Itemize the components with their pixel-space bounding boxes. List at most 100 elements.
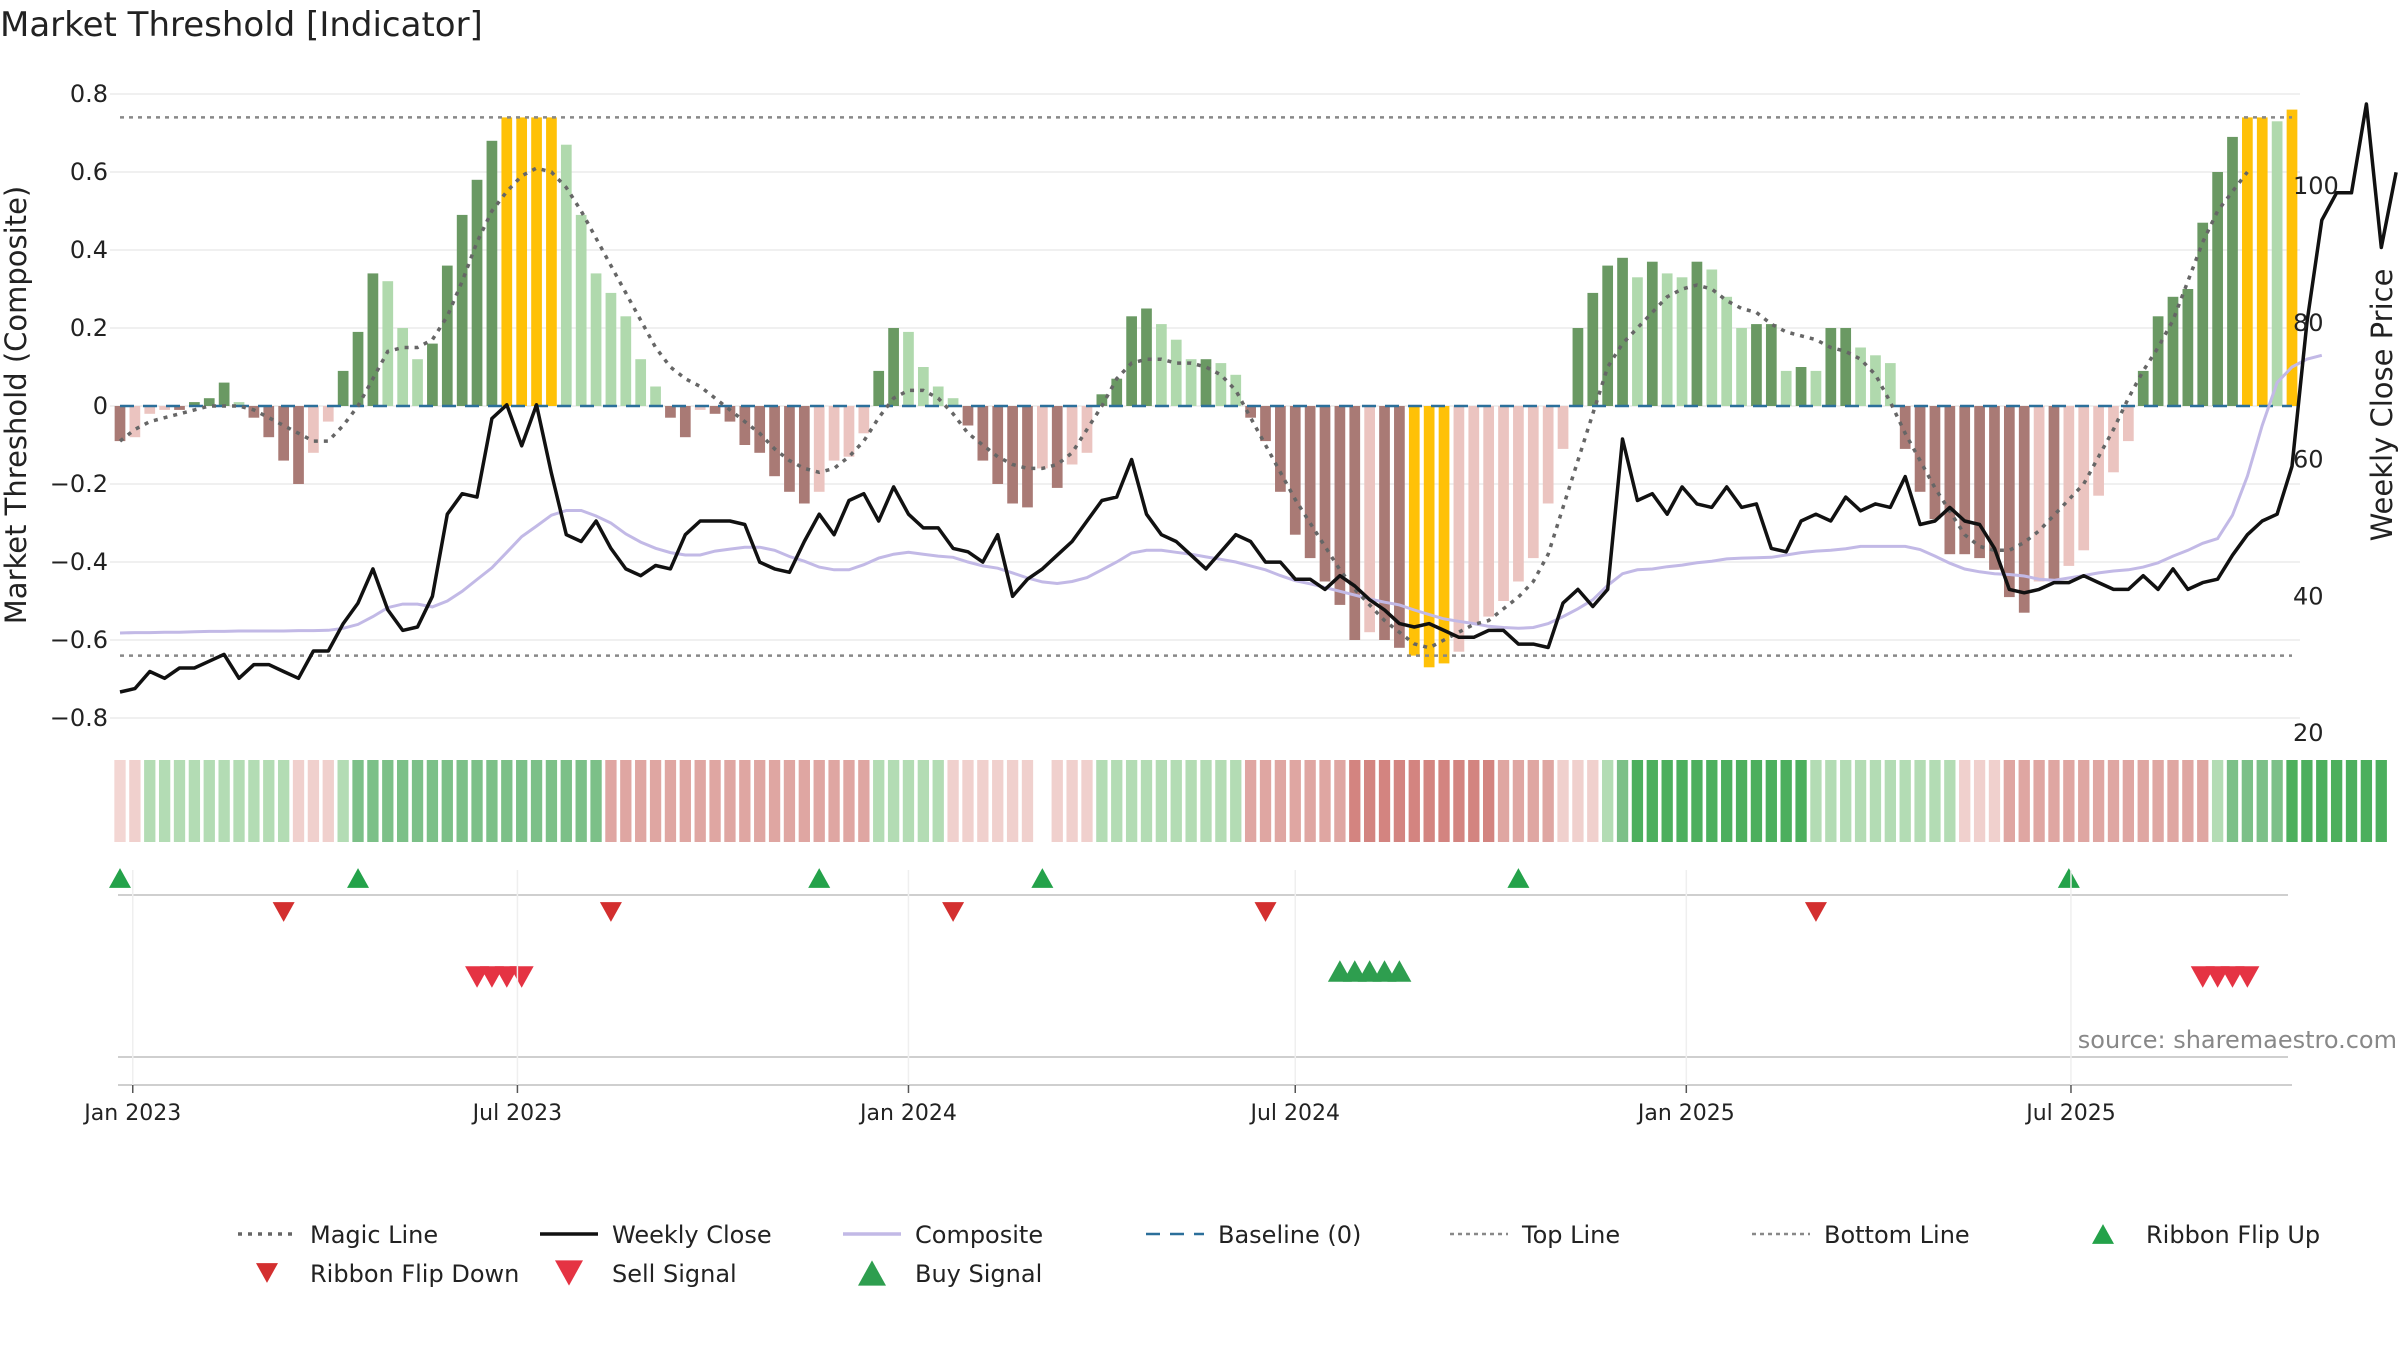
composite-bar — [1602, 265, 1614, 406]
composite-bar — [1364, 406, 1375, 633]
ribbon-cell — [2375, 760, 2387, 842]
composite-bar — [1944, 406, 1956, 555]
legend-item: Buy Signal — [858, 1260, 1042, 1288]
composite-bar — [1587, 292, 1599, 406]
composite-bar — [1408, 406, 1420, 656]
right-tick-label: 100 — [2293, 172, 2339, 200]
ribbon-cell — [263, 760, 275, 842]
ribbon-cell — [2063, 760, 2075, 842]
composite-bar — [2018, 406, 2030, 613]
ribbon-cell — [337, 760, 349, 842]
composite-bar — [129, 406, 141, 438]
legend-label: Magic Line — [310, 1221, 438, 1249]
legend: Magic Line Weekly Close Composite Baseline … — [238, 1221, 2320, 1288]
ribbon-cell — [2316, 760, 2328, 842]
ribbon-cell — [724, 760, 736, 842]
composite-bar — [1423, 406, 1435, 668]
composite-bar — [2093, 406, 2104, 496]
composite-bar — [2152, 316, 2164, 406]
ribbon-cell — [1408, 760, 1420, 842]
legend-label: Top Line — [1521, 1221, 1620, 1249]
ribbon-cell — [694, 760, 706, 842]
composite-bar — [977, 406, 989, 461]
composite-bar — [2108, 406, 2119, 473]
ribbon-cell — [1304, 760, 1316, 842]
composite-bar — [813, 406, 825, 492]
composite-bar — [382, 281, 394, 406]
ribbon-flip-down-marker — [599, 902, 622, 922]
composite-bar — [2003, 406, 2015, 598]
composite-bar — [1394, 406, 1405, 648]
ribbon-cell — [977, 760, 989, 842]
composite-bar — [2197, 222, 2209, 406]
legend-item: Top Line — [1450, 1221, 1620, 1249]
ribbon-cell — [768, 760, 781, 842]
date-tick-label: Jul 2025 — [2024, 1101, 2116, 1126]
ribbon-cell — [1274, 760, 1287, 842]
ribbon-cell — [2167, 760, 2179, 842]
ribbon-cell — [144, 760, 156, 842]
composite-bar — [1542, 406, 1554, 504]
legend-swatch-marker — [555, 1260, 583, 1286]
chart-title: Market Threshold [Indicator] — [0, 5, 483, 45]
ribbon-cell — [620, 760, 632, 842]
ribbon-cell — [917, 760, 929, 842]
ribbon-cell — [798, 760, 810, 842]
weekly-close-line — [119, 102, 2398, 694]
composite-bar — [888, 328, 899, 406]
ribbon-cell — [1587, 760, 1599, 842]
date-axis: Jan 2023 Jul 2023 Jan 2024 Jul 2024 Jan 2025… — [82, 870, 2292, 1126]
composite-bar — [1215, 363, 1227, 406]
ribbon-cell — [292, 760, 305, 842]
composite-bar — [917, 367, 929, 406]
composite-bar — [947, 398, 959, 406]
ribbon-cell — [813, 760, 825, 842]
composite-bar — [308, 406, 319, 453]
composite-bar — [1483, 406, 1495, 617]
composite-bar — [590, 273, 602, 406]
composite-bar — [2137, 370, 2149, 406]
ribbon-cell — [1765, 760, 1777, 842]
composite-bar — [650, 386, 661, 406]
composite-bar — [1914, 406, 1926, 492]
ribbon-cell — [1215, 760, 1227, 842]
composite-bar — [1111, 378, 1123, 406]
legend-item: Ribbon Flip Up — [2092, 1221, 2320, 1249]
ribbon-flip-up-marker — [109, 868, 131, 888]
ribbon-cell — [1914, 760, 1926, 842]
ribbon-cell — [2286, 760, 2298, 842]
ribbon-cell — [739, 760, 751, 842]
composite-bar — [1959, 406, 1971, 555]
ribbon-cell — [1006, 760, 1019, 842]
legend-item: Composite — [843, 1221, 1043, 1249]
legend-swatch-marker — [858, 1260, 886, 1286]
ribbon-cell — [2330, 760, 2343, 842]
composite-bar — [932, 386, 944, 406]
ribbon-flip-up-marker — [1507, 868, 1530, 888]
composite-bar — [873, 370, 885, 406]
ribbon-cell — [397, 760, 409, 842]
right-axis-ticks: 100 80 60 40 20 — [2293, 172, 2339, 747]
ribbon-cell — [1378, 760, 1391, 842]
composite-bar — [962, 406, 974, 426]
ribbon-cell — [441, 760, 453, 842]
ribbon-cell — [1944, 760, 1956, 842]
ribbon-cell — [843, 760, 855, 842]
ribbon-cell — [2271, 760, 2283, 842]
ribbon-cell — [516, 760, 528, 842]
legend-item: Baseline (0) — [1146, 1221, 1361, 1249]
composite-bar — [1691, 261, 1703, 406]
ribbon-cell — [962, 760, 974, 842]
composite-bar — [427, 343, 438, 406]
ribbon-cell — [307, 760, 320, 842]
composite-bar — [1289, 406, 1301, 535]
series-lines — [118, 102, 2398, 694]
ribbon-cell — [1795, 760, 1807, 842]
ribbon-flip-up-marker — [2057, 868, 2080, 888]
legend-swatch-marker — [2092, 1224, 2114, 1244]
ribbon-cell — [754, 760, 766, 842]
ribbon-cell — [902, 760, 915, 842]
composite-bar — [1810, 370, 1822, 406]
legend-label: Weekly Close — [612, 1221, 772, 1249]
composite-bar — [1304, 406, 1316, 559]
